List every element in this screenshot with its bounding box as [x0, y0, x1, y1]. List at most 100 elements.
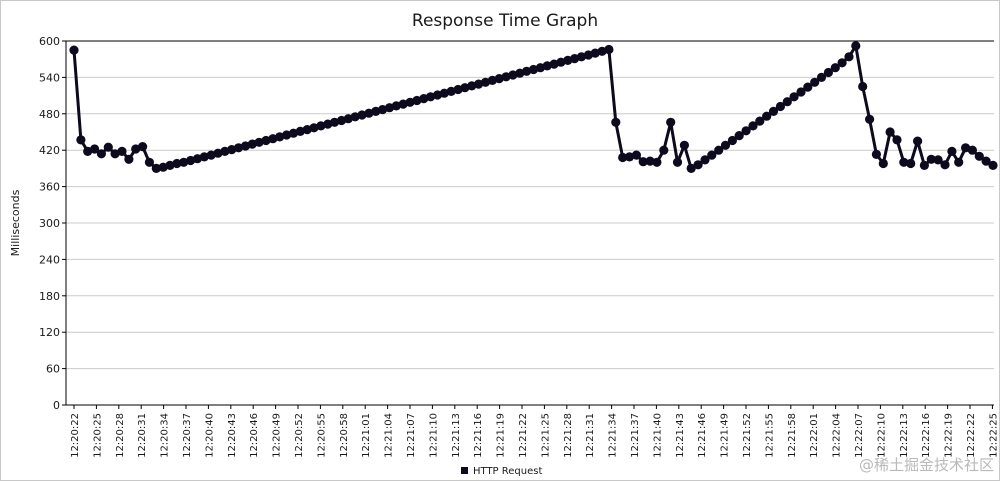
data-point: [213, 148, 223, 158]
data-point: [878, 158, 888, 169]
x-tick-label: 12:21:13: [451, 413, 462, 458]
data-point: [309, 123, 319, 133]
data-point: [76, 135, 86, 145]
x-tick-label: 12:20:40: [204, 413, 215, 458]
data-point: [913, 136, 923, 146]
x-tick-label: 12:20:52: [294, 413, 305, 458]
data-point: [96, 149, 106, 159]
data-point: [803, 82, 813, 92]
x-tick-label: 12:22:16: [921, 413, 932, 458]
data-point: [110, 149, 120, 159]
data-point: [556, 57, 566, 67]
data-point: [412, 95, 422, 106]
x-tick-label: 12:20:31: [137, 413, 148, 458]
data-point: [768, 106, 779, 116]
data-point: [926, 154, 936, 164]
data-point: [172, 158, 182, 169]
data-point: [988, 160, 998, 170]
data-point: [858, 81, 868, 92]
data-point: [275, 132, 285, 142]
data-point: [474, 79, 484, 89]
x-tick-label: 12:20:55: [316, 413, 327, 458]
legend-swatch: [461, 467, 468, 474]
x-tick-label: 12:21:16: [473, 413, 484, 458]
x-tick-label: 12:21:28: [563, 413, 574, 458]
data-point: [933, 155, 943, 165]
data-point: [871, 149, 882, 159]
data-point: [103, 142, 113, 152]
plot-area: 0 60 120 180 240 300 360 420 480 540 600 12:20:22 12…: [39, 35, 999, 458]
data-point: [192, 154, 202, 164]
data-point: [282, 130, 292, 140]
data-point: [357, 110, 367, 120]
data-point: [810, 77, 820, 87]
data-point: [542, 61, 552, 71]
data-point: [885, 127, 895, 137]
data-point: [666, 117, 676, 127]
data-point: [460, 83, 470, 93]
x-tick-label: 12:20:37: [182, 413, 193, 458]
data-point: [679, 140, 690, 150]
x-tick-label: 12:21:43: [675, 413, 686, 458]
x-tick-label: 12:22:10: [876, 413, 887, 458]
data-point: [967, 145, 978, 155]
data-point: [700, 155, 710, 165]
x-tick-label: 12:22:13: [899, 413, 910, 458]
data-point: [954, 157, 964, 167]
data-point: [830, 63, 840, 73]
x-tick-label: 12:21:37: [630, 413, 641, 458]
data-point: [234, 143, 244, 153]
data-point: [947, 146, 957, 156]
legend: HTTP Request: [461, 466, 542, 477]
data-point: [590, 48, 600, 58]
data-point: [645, 156, 655, 166]
data-point: [618, 152, 628, 163]
data-point: [426, 92, 436, 102]
x-tick-label: 12:22:04: [832, 413, 843, 458]
x-tick-label: 12:21:31: [585, 413, 596, 458]
y-tick-label: 0: [53, 399, 60, 412]
data-point: [782, 97, 792, 107]
y-tick-label: 120: [39, 326, 60, 339]
data-point: [494, 74, 504, 84]
x-tick-label: 12:22:19: [944, 413, 955, 458]
data-point: [762, 111, 772, 121]
x-tick-label: 12:21:52: [742, 413, 753, 458]
y-tick-label: 300: [39, 217, 60, 230]
data-point: [398, 99, 408, 109]
data-point: [90, 144, 100, 154]
x-tick-label: 12:22:07: [854, 413, 865, 458]
y-axis-label: Milliseconds: [9, 189, 22, 256]
y-tick-label: 180: [39, 290, 60, 303]
data-point: [707, 150, 717, 160]
data-point: [865, 114, 875, 124]
x-tick-label: 12:21:55: [764, 413, 775, 458]
data-point: [131, 144, 141, 154]
data-point: [446, 86, 456, 96]
data-point: [837, 58, 847, 68]
data-point: [796, 87, 806, 97]
x-tick-label: 12:20:49: [272, 413, 283, 458]
data-point: [295, 126, 305, 136]
x-tick-label: 12:21:04: [384, 413, 395, 458]
data-point: [638, 157, 648, 167]
data-point: [604, 44, 614, 55]
data-point: [624, 152, 635, 162]
data-point: [378, 105, 388, 115]
x-tick-label: 12:20:25: [92, 413, 103, 458]
data-point: [570, 54, 580, 64]
data-point: [748, 121, 758, 131]
y-tick-label: 420: [39, 144, 60, 157]
x-tick-label: 12:21:19: [496, 413, 507, 458]
x-tick-label: 12:22:22: [966, 413, 977, 458]
data-point: [227, 145, 237, 155]
legend-label: HTTP Request: [473, 466, 542, 477]
x-tick-label: 12:20:58: [339, 413, 350, 458]
watermark: @稀土掘金技术社区: [858, 456, 994, 474]
data-point: [974, 151, 984, 161]
x-tick-label: 12:20:28: [115, 413, 126, 458]
data-point: [714, 145, 724, 155]
x-tick-label: 12:20:22: [70, 413, 81, 458]
data-point: [261, 135, 271, 146]
y-tick-label: 540: [39, 71, 60, 84]
